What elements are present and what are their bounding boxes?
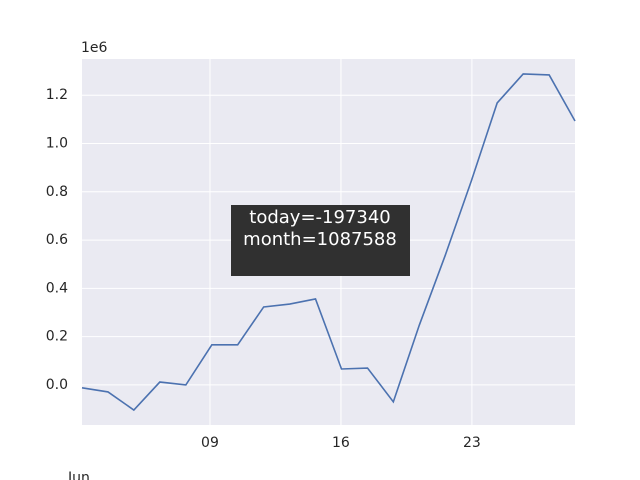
y-tick-label: 1.2 <box>46 87 68 103</box>
y-offset-label: 1e6 <box>81 40 108 56</box>
y-tick-label: 0.8 <box>46 184 68 200</box>
lines <box>81 73 576 412</box>
y-tick-label: 0.4 <box>46 280 68 296</box>
x-tick-label: 16 <box>332 435 350 451</box>
y-tick-label: 0.0 <box>46 377 68 393</box>
y-tick-label: 0.2 <box>46 329 68 345</box>
x-offset-label: Jun <box>67 470 90 480</box>
tooltip <box>231 205 410 276</box>
tooltip-text: month=1087588 <box>243 229 397 250</box>
x-tick-label: 09 <box>201 435 219 451</box>
y-tick-label: 0.6 <box>46 232 68 248</box>
grid <box>82 59 575 425</box>
x-tick-label: 23 <box>463 435 481 451</box>
tooltip-text: today=-197340 <box>249 207 390 228</box>
y-tick-label: 1.0 <box>46 135 68 151</box>
line <box>81 73 576 412</box>
